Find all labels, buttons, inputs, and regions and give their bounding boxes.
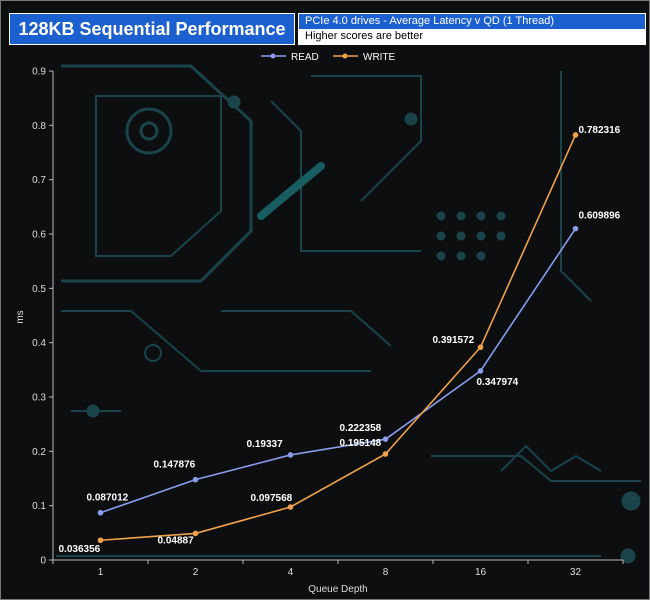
chart-axes xyxy=(52,71,623,561)
y-tick-label: 0.5 xyxy=(32,284,46,295)
data-label: 0.195148 xyxy=(340,438,382,449)
series-write: 0.036356 0.04887 0.097568 0.195148 0.391572 0… xyxy=(59,125,621,555)
y-tick-label: 0.1 xyxy=(32,501,46,512)
legend-write-marker xyxy=(342,53,348,59)
y-tick-label: 0.6 xyxy=(32,230,46,241)
y-tick-label: 0.2 xyxy=(32,447,46,458)
x-tick-label: 16 xyxy=(475,567,487,578)
data-point xyxy=(287,452,294,458)
series-layer: 0.0870120.1478760.193370.2223580.3479740… xyxy=(59,125,621,555)
legend-read-label: READ xyxy=(291,52,319,63)
data-label: 0.222358 xyxy=(340,423,382,434)
x-tick-label: 8 xyxy=(383,567,389,578)
data-point xyxy=(572,225,579,232)
data-label: 0.04887 xyxy=(158,535,195,546)
x-tick-label: 2 xyxy=(193,567,199,578)
series-line-read xyxy=(100,228,577,514)
data-point xyxy=(382,436,389,442)
chart-title: 128KB Sequential Performance xyxy=(9,13,295,45)
header-info-box: PCIe 4.0 drives - Average Latency v QD (… xyxy=(298,13,646,45)
y-tick-label: 0.7 xyxy=(32,175,46,186)
y-axis-ticks: 0 0.1 0.2 0.3 0.4 0.5 0.6 0.7 0.8 0.9 xyxy=(32,67,53,567)
x-axis-label: Queue Depth xyxy=(308,584,368,595)
data-label: 0.391572 xyxy=(433,335,475,346)
data-point xyxy=(572,132,579,138)
x-axis-ticks: 1 2 4 8 16 32 xyxy=(52,560,624,578)
data-label: 0.19337 xyxy=(247,439,284,450)
series-read: 0.087012 0.147876 0.19337 0.222358 0.347974 0… xyxy=(87,211,621,516)
data-point xyxy=(477,344,484,351)
data-label: 0.087012 xyxy=(87,493,129,504)
data-label: 0.609896 xyxy=(579,211,621,222)
chart-note: Higher scores are better xyxy=(299,29,645,44)
data-point xyxy=(382,451,389,457)
circuit-background xyxy=(56,64,641,564)
x-tick-label: 4 xyxy=(288,567,294,578)
chart-subtitle: PCIe 4.0 drives - Average Latency v QD (… xyxy=(299,14,645,29)
y-tick-label: 0 xyxy=(40,556,46,567)
x-tick-label: 1 xyxy=(98,567,104,578)
data-point xyxy=(192,530,199,537)
data-point xyxy=(477,368,484,374)
legend-read-marker xyxy=(270,53,276,59)
data-label: 0.147876 xyxy=(154,460,196,471)
data-point xyxy=(287,504,294,510)
data-point xyxy=(192,476,199,483)
data-label: 0.347974 xyxy=(477,377,519,388)
y-tick-label: 0.3 xyxy=(32,393,46,404)
legend: READ WRITE xyxy=(261,52,396,63)
y-axis-label: ms xyxy=(15,310,26,323)
x-tick-label: 32 xyxy=(570,567,582,578)
y-tick-label: 0.9 xyxy=(32,67,46,78)
data-label: 0.782316 xyxy=(579,125,621,136)
data-label: 0.036356 xyxy=(59,544,101,555)
data-label: 0.097568 xyxy=(251,493,293,504)
y-tick-label: 0.4 xyxy=(32,338,46,349)
legend-write-label: WRITE xyxy=(363,52,396,63)
y-tick-label: 0.8 xyxy=(32,121,46,132)
series-line-write xyxy=(100,134,577,542)
data-point xyxy=(97,537,104,544)
data-point xyxy=(97,509,104,516)
